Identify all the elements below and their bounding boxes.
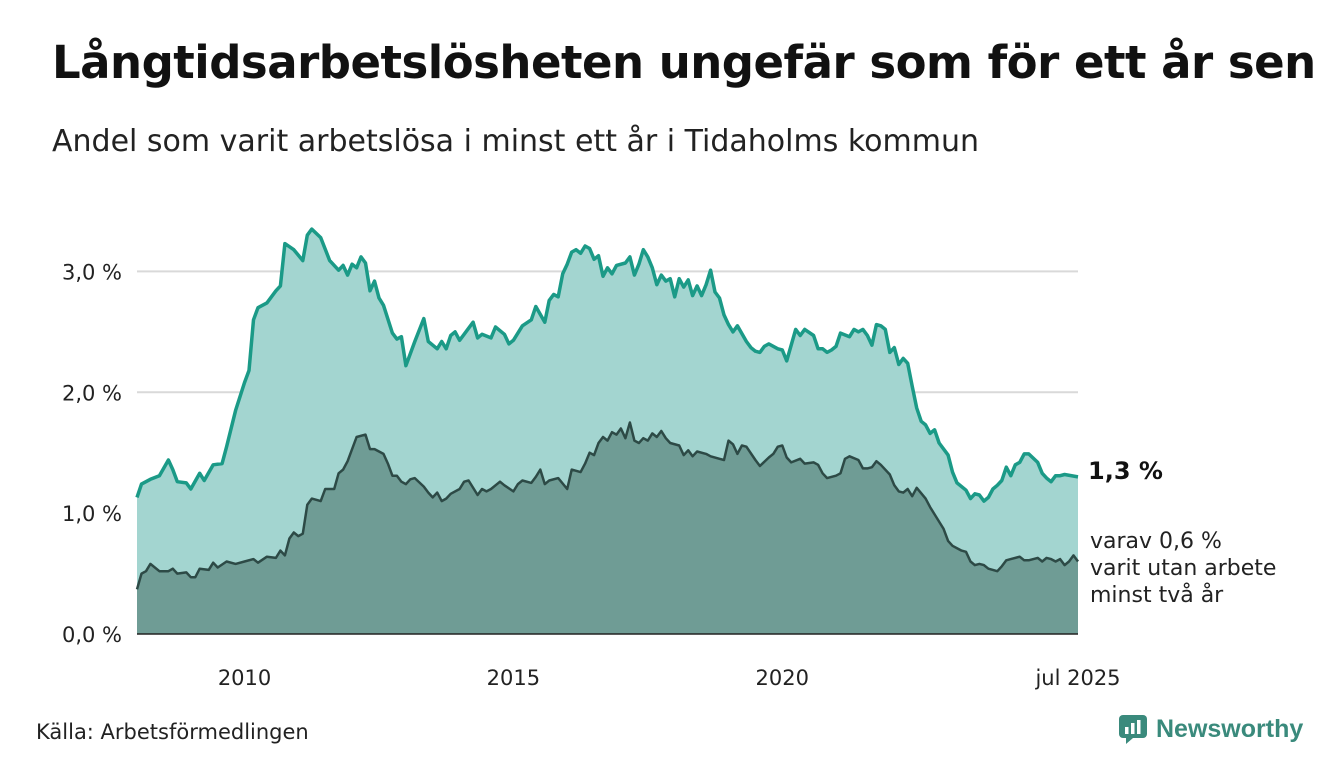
end-label-sub-line: minst två år [1090,582,1224,608]
x-tick-label: 2020 [756,666,809,690]
end-label-sub-line: varav 0,6 % [1090,529,1222,554]
line-two-year [135,421,1080,590]
source-note: Källa: Arbetsförmedlingen [36,720,309,744]
chart-title: Långtidsarbetslösheten ungefär som för e… [52,36,1316,89]
y-tick-label: 1,0 % [62,502,122,526]
y-tick-label: 3,0 % [62,260,122,284]
brand-name: Newsworthy [1156,714,1304,743]
brand-logo[interactable]: Newsworthy [1118,714,1303,744]
x-tick-label: 2015 [487,666,540,690]
x-axis-ticks: 2010 2015 2020 jul 2025 [218,666,1121,690]
y-axis-ticks: 0,0 % 1,0 % 2,0 % 3,0 % [62,260,122,647]
x-tick-label: 2010 [218,666,271,690]
chart-subtitle: Andel som varit arbetslösa i minst ett å… [52,124,980,159]
area-chart: 0,0 % 1,0 % 2,0 % 3,0 % 2010 2015 2020 jul 202… [62,227,1276,690]
x-tick-label: jul 2025 [1034,666,1120,690]
y-tick-label: 2,0 % [62,381,122,405]
area-two-year [137,422,1078,634]
end-label-sub-line: varit utan arbete [1090,556,1276,581]
newsworthy-logo-icon [1119,715,1147,744]
line-one-year [135,227,1079,503]
y-tick-label: 0,0 % [62,623,122,647]
end-label-main: 1,3 % [1088,457,1163,485]
